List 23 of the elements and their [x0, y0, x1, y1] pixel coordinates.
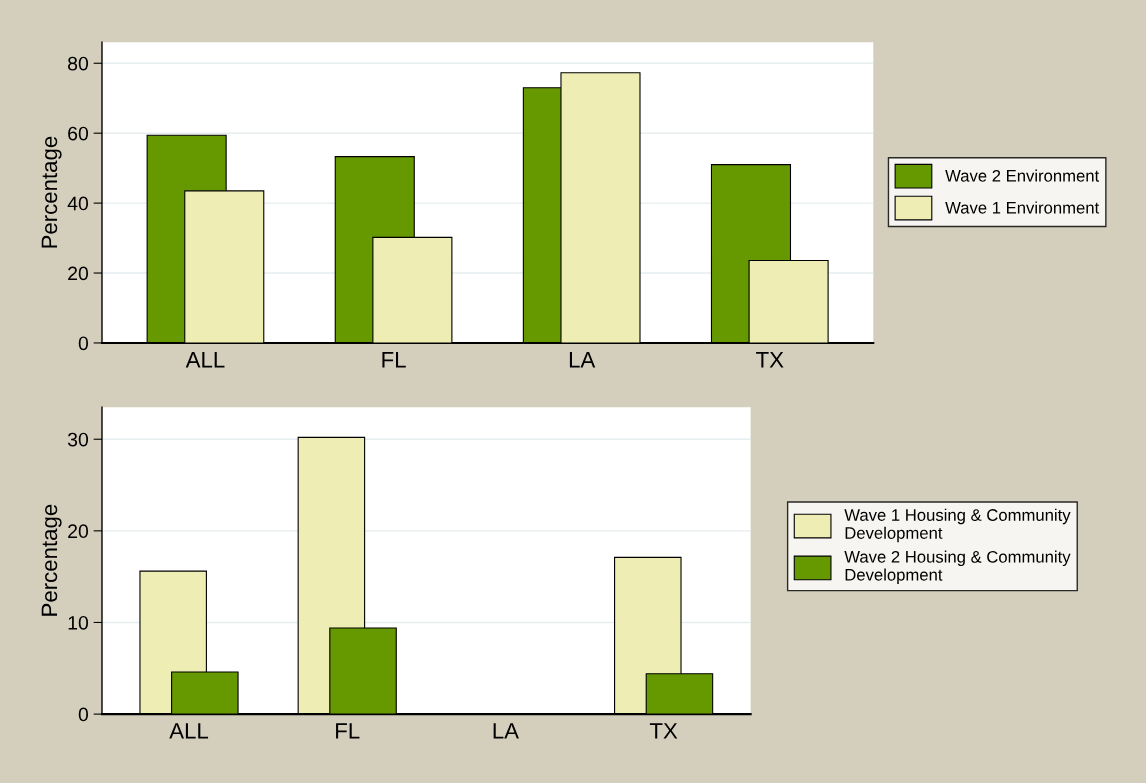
legend-label: Wave 2 Environment [945, 169, 1100, 182]
y-axis-title: Percentage [41, 504, 62, 616]
y-tick-label: 80 [68, 56, 89, 71]
x-tick-label: FL [336, 723, 360, 739]
x-tick-label: FL [382, 352, 406, 368]
y-tick-label: 10 [68, 615, 89, 630]
legend-label: Wave 2 Housing & Community Development [844, 550, 1071, 584]
y-tick-label: 20 [68, 266, 89, 281]
y-axis-title: Percentage [41, 136, 62, 248]
x-tick-label: LA [493, 723, 519, 739]
x-tick-label: LA [569, 352, 596, 368]
legend-label: Wave 1 Housing & Community Development [844, 508, 1071, 543]
x-tick-label: TX [649, 723, 678, 739]
x-tick-label: ALL [169, 723, 209, 739]
y-tick-label: 0 [78, 707, 89, 722]
x-tick-label: TX [756, 352, 784, 368]
y-tick-label: 40 [67, 196, 89, 211]
legend-label: Wave 1 Environment [945, 201, 1100, 214]
y-tick-label: 30 [67, 432, 89, 447]
x-tick-label: ALL [185, 352, 225, 368]
y-tick-label: 0 [78, 336, 89, 351]
y-tick-label: 20 [68, 524, 89, 539]
y-tick-label: 60 [68, 126, 89, 141]
